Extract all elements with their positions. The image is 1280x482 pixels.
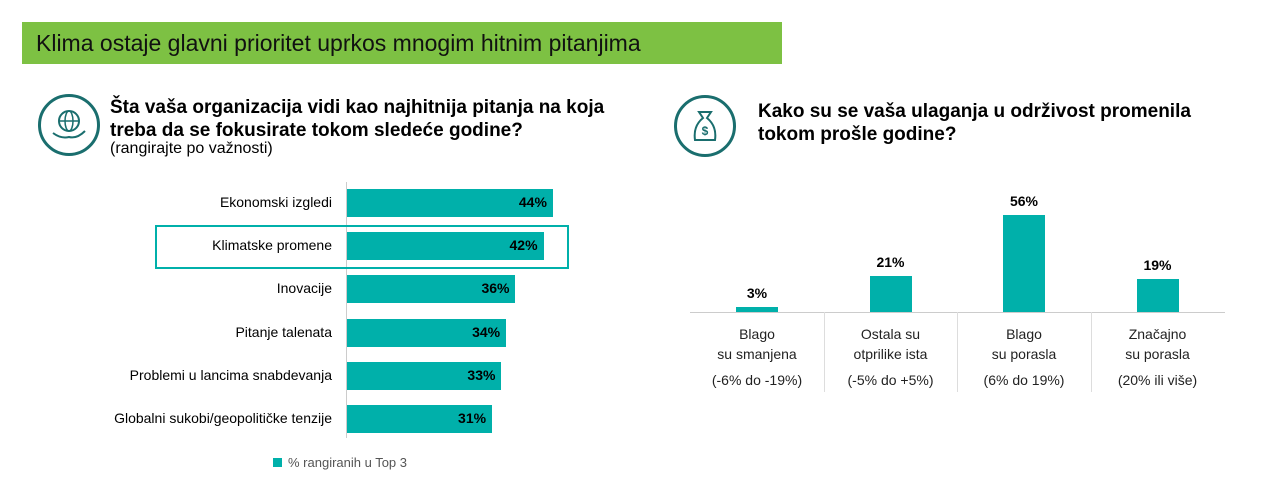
money-bag-icon: $ xyxy=(674,95,736,157)
category-label: (-5% do +5%) xyxy=(847,372,934,388)
data-label: 36% xyxy=(481,280,510,297)
data-label: 56% xyxy=(1009,193,1039,210)
data-label: 3% xyxy=(746,284,768,301)
category-label: (-6% do -19%) xyxy=(711,372,803,388)
category-label: Blago xyxy=(1006,326,1042,342)
svg-text:$: $ xyxy=(702,124,709,138)
title-bar: Klima ostaje glavni prioritet uprkos mno… xyxy=(22,22,782,64)
data-label: 19% xyxy=(1143,257,1172,274)
category-label: Problemi u lancima snabdevanja xyxy=(129,366,332,383)
left-axis xyxy=(346,182,347,438)
legend: % rangiranih u Top 3 xyxy=(273,455,407,470)
page-title: Klima ostaje glavni prioritet uprkos mno… xyxy=(36,30,641,56)
category-label: Blago xyxy=(739,326,775,342)
category-divider xyxy=(823,312,825,392)
bar xyxy=(736,306,778,312)
legend-swatch xyxy=(273,458,282,467)
bar xyxy=(347,275,516,304)
data-label: 31% xyxy=(458,410,487,426)
category-label: (20% ili više) xyxy=(1117,372,1198,388)
data-label: 34% xyxy=(472,323,501,340)
left-question: Šta vaša organizacija vidi kao najhitnij… xyxy=(110,97,605,141)
bar xyxy=(347,318,507,347)
category-label: Ostala su xyxy=(860,326,921,342)
category-label: otprilike ista xyxy=(853,346,928,362)
category-label: (6% do 19%) xyxy=(983,372,1065,388)
globe-in-hand-icon xyxy=(38,94,100,156)
category-divider xyxy=(1090,312,1092,392)
category-label: Inovacije xyxy=(276,280,332,297)
bar xyxy=(1003,215,1045,312)
category-divider xyxy=(957,312,958,392)
data-label: 21% xyxy=(876,253,905,270)
highlight-box xyxy=(155,225,569,269)
category-label: Ekonomski izgledi xyxy=(219,194,332,210)
bar xyxy=(1136,279,1179,312)
category-label: Značajno xyxy=(1128,326,1187,342)
data-label: 33% xyxy=(467,366,496,383)
right-question: Kako su se vaša ulaganja u održivost pro… xyxy=(758,101,1191,145)
bar xyxy=(347,232,544,261)
bar xyxy=(347,405,493,433)
data-label: 44% xyxy=(518,194,547,210)
bar xyxy=(869,275,912,312)
category-label: su smanjena xyxy=(717,346,797,362)
category-label: su porasla xyxy=(1125,346,1190,362)
bar xyxy=(347,189,553,217)
data-label: 42% xyxy=(509,237,538,254)
left-subtitle: (rangirajte po važnosti) xyxy=(110,140,273,157)
category-label: Pitanje talenata xyxy=(235,323,332,340)
bar xyxy=(347,361,502,390)
category-label: Klimatske promene xyxy=(212,237,332,254)
category-label: Globalni sukobi/geopolitičke tenzije xyxy=(114,410,332,426)
legend-label: % rangiranih u Top 3 xyxy=(288,455,408,470)
category-label: su porasla xyxy=(991,346,1057,362)
